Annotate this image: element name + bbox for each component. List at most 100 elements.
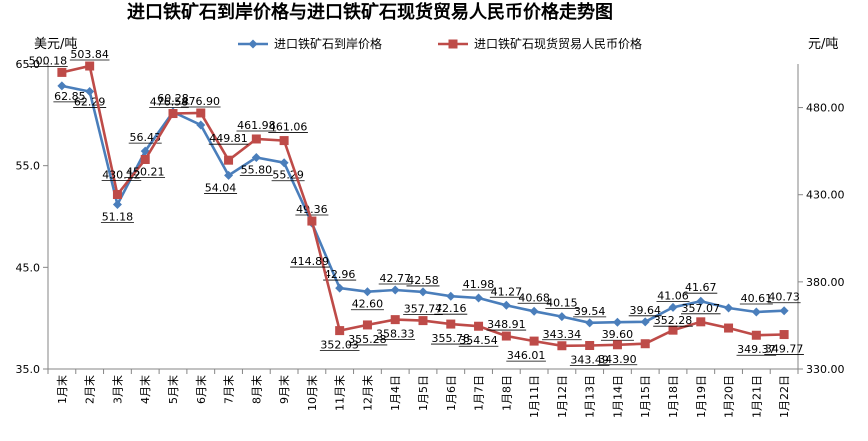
data-label: 349.37 — [737, 343, 776, 356]
x-tick-label: 1月7日 — [473, 375, 486, 411]
data-point — [168, 109, 178, 119]
data-label: 355.28 — [348, 333, 387, 346]
data-label: 40.73 — [768, 291, 800, 304]
data-point — [696, 317, 706, 327]
data-point — [224, 155, 234, 165]
x-tick-label: 1月13日 — [584, 375, 597, 418]
data-label: 476.58 — [150, 96, 189, 109]
data-label: 41.98 — [463, 278, 495, 291]
x-tick-label: 5月末 — [166, 375, 180, 404]
data-label: 41.27 — [491, 285, 523, 298]
data-label: 42.96 — [324, 268, 356, 281]
data-point — [196, 120, 206, 130]
data-point — [724, 303, 734, 313]
data-point — [85, 61, 95, 71]
data-point — [529, 336, 539, 346]
data-point — [418, 316, 428, 326]
data-label: 41.06 — [657, 289, 689, 302]
data-point — [501, 300, 511, 310]
left-axis-unit: 美元/吨 — [34, 37, 77, 52]
data-point — [140, 154, 150, 164]
data-label: 355.78 — [432, 332, 471, 345]
x-tick-label: 1月8日 — [500, 375, 513, 411]
data-point — [307, 216, 317, 226]
data-point — [779, 330, 789, 340]
data-point — [446, 291, 456, 301]
data-point — [585, 318, 595, 328]
right-tick-label: 380.00 — [806, 276, 845, 289]
data-label: 49.36 — [296, 203, 328, 216]
data-point — [251, 134, 261, 144]
data-label: 55.29 — [272, 169, 304, 182]
legend-label: 进口铁矿石现货贸易人民币价格 — [474, 36, 642, 51]
data-label: 42.58 — [407, 274, 439, 287]
data-label: 346.01 — [507, 349, 546, 362]
x-tick-label: 1月6日 — [445, 375, 458, 411]
data-point — [112, 190, 122, 200]
x-tick-label: 1月12日 — [556, 375, 569, 418]
data-label: 54.04 — [205, 181, 237, 194]
data-label: 343.90 — [598, 353, 637, 366]
chart-title: 进口铁矿石到岸价格与进口铁矿石现货贸易人民币价格走势图 — [127, 1, 613, 23]
data-point — [529, 306, 539, 316]
data-point — [390, 285, 400, 295]
legend-swatch-marker — [248, 39, 258, 49]
data-label: 461.98 — [237, 119, 276, 132]
data-label: 62.29 — [74, 96, 106, 109]
series-line — [61, 84, 785, 325]
data-point — [612, 317, 622, 327]
data-label: 56.43 — [129, 131, 161, 144]
data-point — [474, 321, 484, 331]
data-label: 430.12 — [102, 169, 141, 182]
data-point — [724, 323, 734, 333]
x-tick-label: 1月22日 — [778, 375, 791, 418]
x-tick-label: 1月末 — [55, 375, 69, 404]
data-label: 343.49 — [570, 353, 609, 366]
x-tick-label: 1月21日 — [750, 375, 763, 418]
x-tick-label: 7月末 — [222, 375, 236, 404]
data-point — [57, 67, 67, 77]
data-label: 358.33 — [376, 328, 415, 341]
data-point — [557, 312, 567, 322]
x-tick-label: 6月末 — [194, 375, 208, 404]
x-tick-label: 1月18日 — [667, 375, 680, 418]
data-label: 39.64 — [629, 304, 661, 317]
data-label: 40.68 — [518, 291, 550, 304]
data-point — [585, 340, 595, 350]
data-label: 500.18 — [29, 54, 68, 67]
data-point — [279, 136, 289, 146]
x-tick-label: 9月末 — [277, 375, 291, 404]
data-point — [640, 317, 650, 327]
legend-label: 进口铁矿石到岸价格 — [274, 36, 382, 51]
data-point — [279, 158, 289, 168]
legend: 进口铁矿石到岸价格 进口铁矿石现货贸易人民币价格 — [238, 36, 642, 51]
data-point — [251, 153, 261, 163]
data-label: 352.28 — [654, 314, 693, 327]
legend-swatch-marker — [448, 39, 458, 49]
x-tick-label: 10月末 — [305, 375, 319, 411]
data-point — [335, 283, 345, 293]
x-tick-label: 1月14日 — [611, 375, 624, 418]
data-label: 39.54 — [574, 305, 606, 318]
legend-item-2: 进口铁矿石现货贸易人民币价格 — [438, 36, 642, 51]
data-point — [224, 170, 234, 180]
data-point — [751, 307, 761, 317]
data-point — [335, 326, 345, 336]
data-point — [112, 200, 122, 210]
data-point — [696, 296, 706, 306]
data-label: 39.60 — [602, 328, 634, 341]
data-label: 40.61 — [741, 292, 773, 305]
x-tick-label: 11月末 — [333, 375, 347, 411]
right-tick-label: 430.00 — [806, 189, 845, 202]
data-label: 461.06 — [269, 121, 308, 134]
data-label: 40.15 — [546, 297, 578, 310]
legend-item-1: 进口铁矿石到岸价格 — [238, 36, 382, 51]
data-label: 51.18 — [102, 211, 134, 224]
data-point — [196, 108, 206, 118]
data-label: 42.77 — [379, 272, 411, 285]
x-tick-label: 2月末 — [83, 375, 97, 404]
data-point — [362, 320, 372, 330]
